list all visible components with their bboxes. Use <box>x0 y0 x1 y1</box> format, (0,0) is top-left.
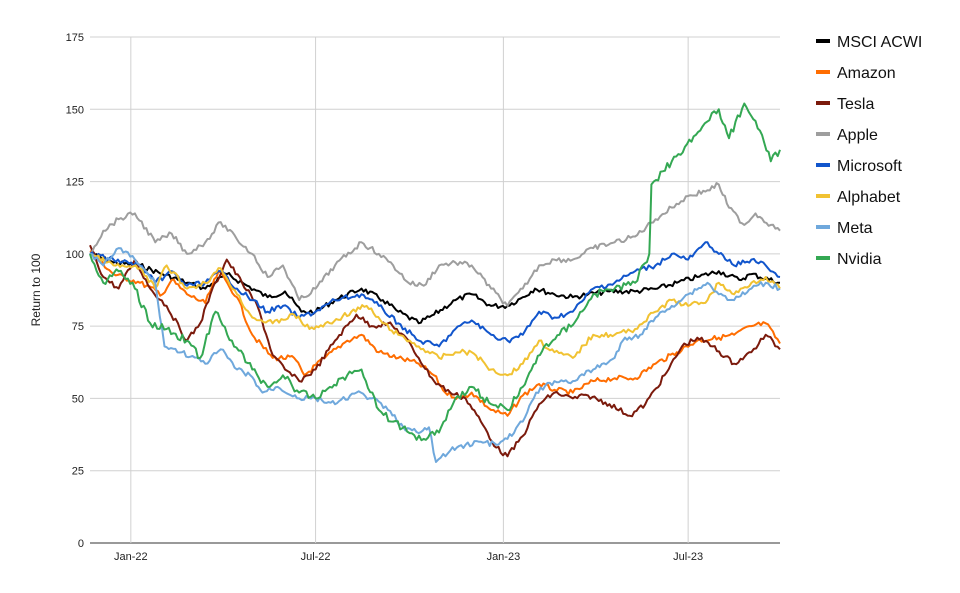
legend-label: Microsoft <box>837 158 902 175</box>
legend-item: MSCI ACWI <box>816 34 922 51</box>
x-tick-label: Jan-22 <box>114 551 148 563</box>
legend-item: Amazon <box>816 65 896 82</box>
legend-item: Alphabet <box>816 189 901 206</box>
legend-item: Tesla <box>816 96 874 113</box>
x-tick-label: Jul-22 <box>301 551 331 563</box>
y-tick-label: 75 <box>72 321 84 333</box>
series-line-tesla <box>89 244 781 458</box>
legend-item: Meta <box>816 220 873 237</box>
series-lines <box>89 102 781 463</box>
legend-label: Meta <box>837 220 873 237</box>
series-line-msci-acwi <box>89 252 781 325</box>
series-line-apple <box>89 182 781 307</box>
y-tick-label: 100 <box>66 249 84 261</box>
y-tick-label: 0 <box>78 538 84 550</box>
series-line-amazon <box>89 250 781 417</box>
legend-label: Nvidia <box>837 251 882 268</box>
legend-item: Microsoft <box>816 158 902 175</box>
x-tick-label: Jul-23 <box>673 551 703 563</box>
legend-label: Alphabet <box>837 189 901 206</box>
axis-tick-labels: 0 25 50 75 100 125 150 175 Jan-22 Jul-22 Jan-23 Jul… <box>66 32 703 563</box>
y-tick-label: 50 <box>72 393 84 405</box>
legend-item: Nvidia <box>816 251 882 268</box>
gridlines <box>90 36 780 544</box>
series-line-alphabet <box>89 252 781 377</box>
series-line-nvidia <box>89 102 781 442</box>
y-tick-label: 175 <box>66 32 84 44</box>
y-tick-label: 150 <box>66 104 84 116</box>
legend-label: Apple <box>837 127 878 144</box>
y-tick-label: 25 <box>72 466 84 478</box>
legend: MSCI ACWI Amazon Tesla Apple Microsoft Alphab… <box>816 34 922 268</box>
x-tick-label: Jan-23 <box>487 551 521 563</box>
y-axis-title: Return to 100 <box>29 253 43 326</box>
series-line-meta <box>89 247 781 463</box>
legend-label: Amazon <box>837 65 896 82</box>
legend-item: Apple <box>816 127 878 144</box>
legend-label: Tesla <box>837 96 874 113</box>
y-tick-label: 125 <box>66 177 84 189</box>
series-line-microsoft <box>89 241 781 348</box>
legend-label: MSCI ACWI <box>837 34 922 51</box>
